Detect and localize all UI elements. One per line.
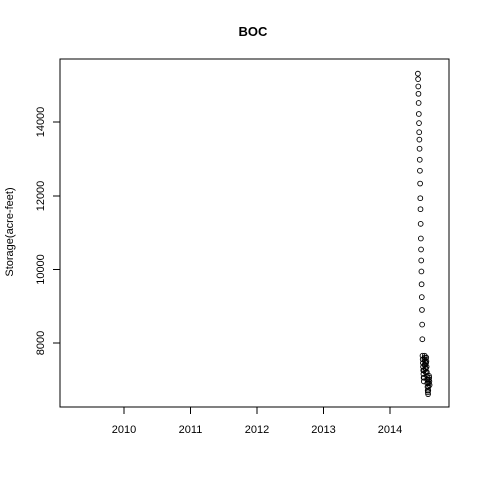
x-axis: 2010 2011 2012 2013 2014 (112, 406, 402, 436)
data-points (415, 70, 433, 398)
data-point (416, 156, 423, 163)
data-point (426, 374, 433, 381)
data-point (418, 235, 424, 242)
data-point (417, 206, 424, 213)
data-point (419, 307, 425, 313)
data-point (419, 336, 426, 343)
data-point (419, 321, 426, 328)
data-point (415, 100, 422, 106)
data-point (416, 120, 422, 126)
data-point (415, 90, 422, 97)
plot-frame (59, 58, 450, 408)
data-point (418, 257, 425, 264)
y-axis-label: Storage(acre-feet) (4, 187, 16, 276)
data-point (426, 378, 433, 385)
data-point (423, 354, 430, 361)
x-tick-label: 2014 (378, 424, 402, 436)
data-point (416, 129, 423, 136)
data-point (416, 136, 423, 143)
data-point (417, 167, 423, 174)
data-point (415, 83, 422, 90)
data-point (417, 195, 424, 202)
data-point (426, 373, 432, 379)
y-tick-label: 10000 (35, 254, 47, 285)
y-tick-label: 14000 (35, 107, 47, 138)
data-point (415, 76, 421, 83)
x-tick-label: 2010 (112, 424, 136, 436)
x-tick-label: 2012 (245, 424, 269, 436)
data-point (425, 387, 432, 394)
data-point (425, 391, 431, 398)
data-point (418, 268, 425, 275)
x-tick-label: 2011 (179, 424, 203, 436)
data-point (423, 363, 430, 370)
data-point (416, 145, 423, 152)
data-point (415, 111, 422, 117)
y-tick-label: 8000 (35, 331, 47, 355)
data-point (423, 358, 430, 365)
y-tick-label: 12000 (35, 181, 47, 212)
data-point (417, 220, 424, 227)
data-point (417, 180, 423, 187)
data-point (426, 382, 433, 388)
data-point (415, 70, 421, 77)
x-tick-label: 2013 (311, 424, 335, 436)
chart-title: BOC (239, 24, 269, 39)
data-point (418, 294, 425, 300)
data-point (418, 246, 424, 253)
y-axis: 8000 10000 12000 14000 Storage(acre-feet… (4, 107, 61, 355)
data-point (418, 281, 425, 288)
